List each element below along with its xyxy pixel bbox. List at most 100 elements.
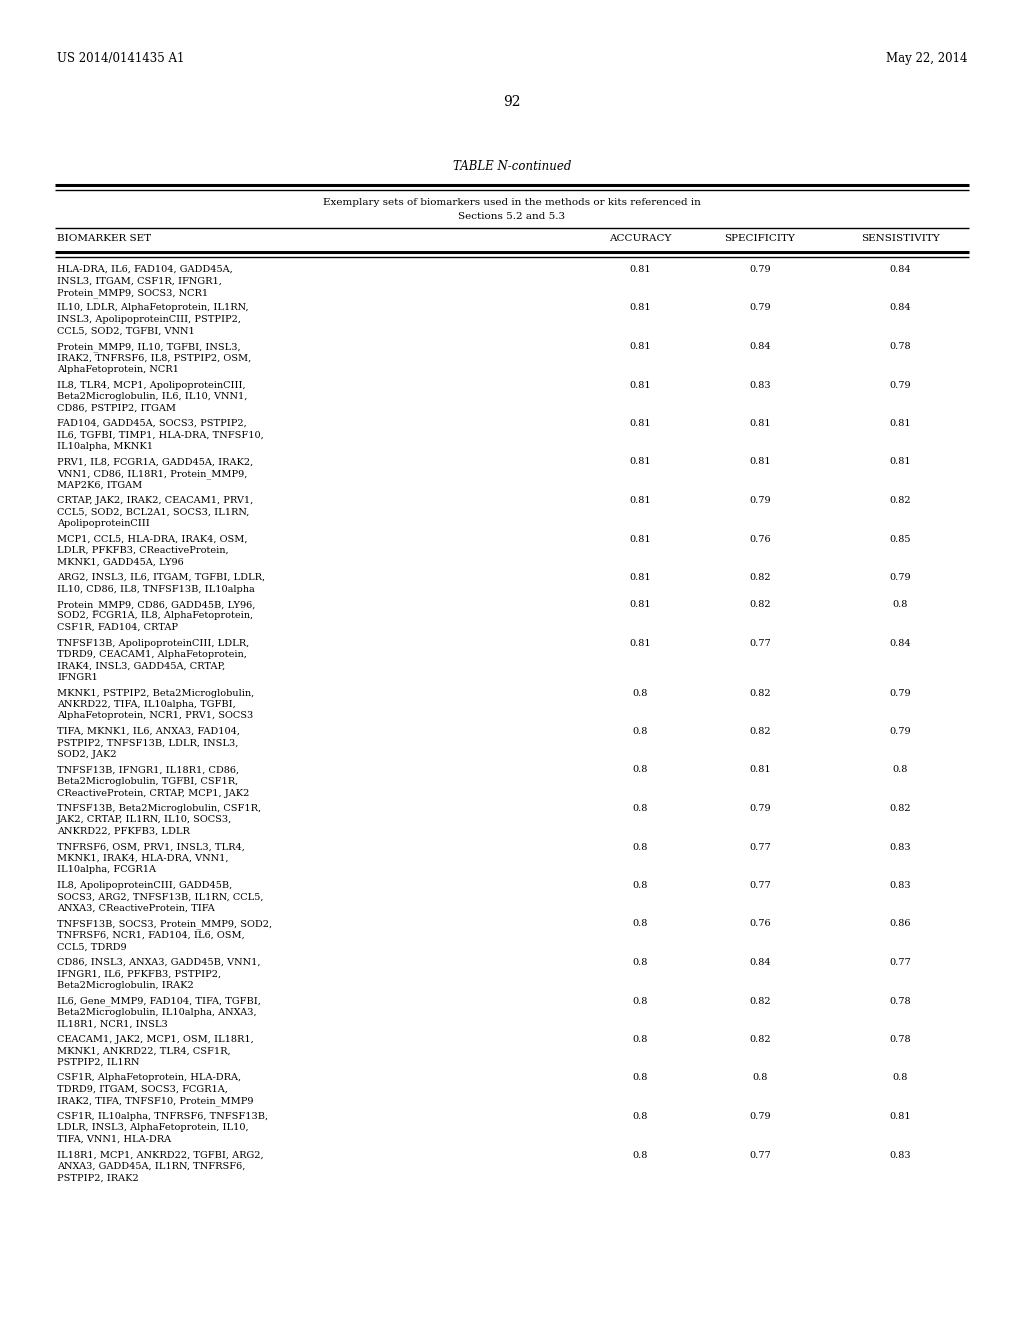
Text: 0.8: 0.8 xyxy=(632,804,648,813)
Text: CD86, INSL3, ANXA3, GADD45B, VNN1,: CD86, INSL3, ANXA3, GADD45B, VNN1, xyxy=(57,958,260,968)
Text: IL10, LDLR, AlphaFetoprotein, IL1RN,: IL10, LDLR, AlphaFetoprotein, IL1RN, xyxy=(57,304,249,313)
Text: JAK2, CRTAP, IL1RN, IL10, SOCS3,: JAK2, CRTAP, IL1RN, IL10, SOCS3, xyxy=(57,816,232,825)
Text: MKNK1, GADD45A, LY96: MKNK1, GADD45A, LY96 xyxy=(57,557,183,566)
Text: IFNGR1: IFNGR1 xyxy=(57,673,97,682)
Text: SOCS3, ARG2, TNFSF13B, IL1RN, CCL5,: SOCS3, ARG2, TNFSF13B, IL1RN, CCL5, xyxy=(57,892,263,902)
Text: 0.8: 0.8 xyxy=(632,766,648,775)
Text: SOD2, JAK2: SOD2, JAK2 xyxy=(57,750,117,759)
Text: Protein_MMP9, IL10, TGFBI, INSL3,: Protein_MMP9, IL10, TGFBI, INSL3, xyxy=(57,342,241,351)
Text: CD86, PSTPIP2, ITGAM: CD86, PSTPIP2, ITGAM xyxy=(57,404,176,412)
Text: ApolipoproteinCIII: ApolipoproteinCIII xyxy=(57,519,150,528)
Text: 0.8: 0.8 xyxy=(892,1073,907,1082)
Text: TNFSF13B, SOCS3, Protein_MMP9, SOD2,: TNFSF13B, SOCS3, Protein_MMP9, SOD2, xyxy=(57,920,272,929)
Text: 0.82: 0.82 xyxy=(750,689,771,697)
Text: MKNK1, PSTPIP2, Beta2Microglobulin,: MKNK1, PSTPIP2, Beta2Microglobulin, xyxy=(57,689,254,697)
Text: 0.82: 0.82 xyxy=(750,601,771,609)
Text: ANKRD22, TIFA, IL10alpha, TGFBI,: ANKRD22, TIFA, IL10alpha, TGFBI, xyxy=(57,700,236,709)
Text: Beta2Microglobulin, IRAK2: Beta2Microglobulin, IRAK2 xyxy=(57,981,194,990)
Text: AlphaFetoprotein, NCR1: AlphaFetoprotein, NCR1 xyxy=(57,366,179,374)
Text: Beta2Microglobulin, TGFBI, CSF1R,: Beta2Microglobulin, TGFBI, CSF1R, xyxy=(57,777,239,785)
Text: 0.8: 0.8 xyxy=(632,1073,648,1082)
Text: PSTPIP2, TNFSF13B, LDLR, INSL3,: PSTPIP2, TNFSF13B, LDLR, INSL3, xyxy=(57,738,239,747)
Text: 0.81: 0.81 xyxy=(750,458,771,466)
Text: CSF1R, AlphaFetoprotein, HLA-DRA,: CSF1R, AlphaFetoprotein, HLA-DRA, xyxy=(57,1073,241,1082)
Text: IL10alpha, FCGR1A: IL10alpha, FCGR1A xyxy=(57,866,156,874)
Text: IL18R1, MCP1, ANKRD22, TGFBI, ARG2,: IL18R1, MCP1, ANKRD22, TGFBI, ARG2, xyxy=(57,1151,263,1159)
Text: 0.76: 0.76 xyxy=(750,920,771,928)
Text: 0.82: 0.82 xyxy=(750,573,771,582)
Text: CSF1R, FAD104, CRTAP: CSF1R, FAD104, CRTAP xyxy=(57,623,178,632)
Text: 0.81: 0.81 xyxy=(629,535,651,544)
Text: IL6, TGFBI, TIMP1, HLA-DRA, TNFSF10,: IL6, TGFBI, TIMP1, HLA-DRA, TNFSF10, xyxy=(57,430,264,440)
Text: 0.84: 0.84 xyxy=(889,304,910,313)
Text: 0.79: 0.79 xyxy=(889,380,910,389)
Text: FAD104, GADD45A, SOCS3, PSTPIP2,: FAD104, GADD45A, SOCS3, PSTPIP2, xyxy=(57,418,247,428)
Text: INSL3, ITGAM, CSF1R, IFNGR1,: INSL3, ITGAM, CSF1R, IFNGR1, xyxy=(57,276,222,285)
Text: BIOMARKER SET: BIOMARKER SET xyxy=(57,234,152,243)
Text: 0.83: 0.83 xyxy=(750,380,771,389)
Text: CCL5, TDRD9: CCL5, TDRD9 xyxy=(57,942,127,952)
Text: TABLE N-continued: TABLE N-continued xyxy=(453,160,571,173)
Text: TDRD9, CEACAM1, AlphaFetoprotein,: TDRD9, CEACAM1, AlphaFetoprotein, xyxy=(57,649,247,659)
Text: 0.81: 0.81 xyxy=(629,418,651,428)
Text: CReactiveProtein, CRTAP, MCP1, JAK2: CReactiveProtein, CRTAP, MCP1, JAK2 xyxy=(57,788,250,797)
Text: Beta2Microglobulin, IL10alpha, ANXA3,: Beta2Microglobulin, IL10alpha, ANXA3, xyxy=(57,1008,257,1016)
Text: IRAK4, INSL3, GADD45A, CRTAP,: IRAK4, INSL3, GADD45A, CRTAP, xyxy=(57,661,225,671)
Text: MKNK1, ANKRD22, TLR4, CSF1R,: MKNK1, ANKRD22, TLR4, CSF1R, xyxy=(57,1047,230,1056)
Text: 0.77: 0.77 xyxy=(889,958,911,968)
Text: 0.84: 0.84 xyxy=(750,958,771,968)
Text: AlphaFetoprotein, NCR1, PRV1, SOCS3: AlphaFetoprotein, NCR1, PRV1, SOCS3 xyxy=(57,711,253,721)
Text: 0.82: 0.82 xyxy=(750,997,771,1006)
Text: 0.82: 0.82 xyxy=(889,496,910,506)
Text: Protein_MMP9, SOCS3, NCR1: Protein_MMP9, SOCS3, NCR1 xyxy=(57,288,208,298)
Text: ANKRD22, PFKFB3, LDLR: ANKRD22, PFKFB3, LDLR xyxy=(57,828,189,836)
Text: 0.77: 0.77 xyxy=(750,880,771,890)
Text: 0.77: 0.77 xyxy=(750,639,771,648)
Text: 0.82: 0.82 xyxy=(750,1035,771,1044)
Text: 0.8: 0.8 xyxy=(632,689,648,697)
Text: IRAK2, TIFA, TNFSF10, Protein_MMP9: IRAK2, TIFA, TNFSF10, Protein_MMP9 xyxy=(57,1097,254,1106)
Text: TNFRSF6, OSM, PRV1, INSL3, TLR4,: TNFRSF6, OSM, PRV1, INSL3, TLR4, xyxy=(57,842,245,851)
Text: ANXA3, GADD45A, IL1RN, TNFRSF6,: ANXA3, GADD45A, IL1RN, TNFRSF6, xyxy=(57,1162,246,1171)
Text: 0.81: 0.81 xyxy=(629,265,651,275)
Text: HLA-DRA, IL6, FAD104, GADD45A,: HLA-DRA, IL6, FAD104, GADD45A, xyxy=(57,265,232,275)
Text: TNFSF13B, ApolipoproteinCIII, LDLR,: TNFSF13B, ApolipoproteinCIII, LDLR, xyxy=(57,639,249,648)
Text: 0.81: 0.81 xyxy=(629,639,651,648)
Text: IRAK2, TNFRSF6, IL8, PSTPIP2, OSM,: IRAK2, TNFRSF6, IL8, PSTPIP2, OSM, xyxy=(57,354,251,363)
Text: 0.79: 0.79 xyxy=(750,265,771,275)
Text: 0.79: 0.79 xyxy=(889,689,910,697)
Text: TIFA, VNN1, HLA-DRA: TIFA, VNN1, HLA-DRA xyxy=(57,1135,171,1144)
Text: CCL5, SOD2, BCL2A1, SOCS3, IL1RN,: CCL5, SOD2, BCL2A1, SOCS3, IL1RN, xyxy=(57,507,250,516)
Text: 0.84: 0.84 xyxy=(889,639,910,648)
Text: IFNGR1, IL6, PFKFB3, PSTPIP2,: IFNGR1, IL6, PFKFB3, PSTPIP2, xyxy=(57,969,221,978)
Text: 0.79: 0.79 xyxy=(750,496,771,506)
Text: 0.81: 0.81 xyxy=(629,458,651,466)
Text: IL8, TLR4, MCP1, ApolipoproteinCIII,: IL8, TLR4, MCP1, ApolipoproteinCIII, xyxy=(57,380,246,389)
Text: 0.8: 0.8 xyxy=(892,601,907,609)
Text: PRV1, IL8, FCGR1A, GADD45A, IRAK2,: PRV1, IL8, FCGR1A, GADD45A, IRAK2, xyxy=(57,458,253,466)
Text: IL8, ApolipoproteinCIII, GADD45B,: IL8, ApolipoproteinCIII, GADD45B, xyxy=(57,880,232,890)
Text: 0.8: 0.8 xyxy=(632,920,648,928)
Text: TNFSF13B, IFNGR1, IL18R1, CD86,: TNFSF13B, IFNGR1, IL18R1, CD86, xyxy=(57,766,240,775)
Text: LDLR, INSL3, AlphaFetoprotein, IL10,: LDLR, INSL3, AlphaFetoprotein, IL10, xyxy=(57,1123,249,1133)
Text: 0.81: 0.81 xyxy=(889,1111,910,1121)
Text: 0.8: 0.8 xyxy=(632,1111,648,1121)
Text: TNFSF13B, Beta2Microglobulin, CSF1R,: TNFSF13B, Beta2Microglobulin, CSF1R, xyxy=(57,804,261,813)
Text: IL10, CD86, IL8, TNFSF13B, IL10alpha: IL10, CD86, IL8, TNFSF13B, IL10alpha xyxy=(57,585,255,594)
Text: Beta2Microglobulin, IL6, IL10, VNN1,: Beta2Microglobulin, IL6, IL10, VNN1, xyxy=(57,392,248,401)
Text: 0.81: 0.81 xyxy=(889,418,910,428)
Text: 0.79: 0.79 xyxy=(750,304,771,313)
Text: 0.84: 0.84 xyxy=(889,265,910,275)
Text: 0.83: 0.83 xyxy=(889,1151,910,1159)
Text: 92: 92 xyxy=(503,95,521,110)
Text: Sections 5.2 and 5.3: Sections 5.2 and 5.3 xyxy=(459,213,565,220)
Text: IL6, Gene_MMP9, FAD104, TIFA, TGFBI,: IL6, Gene_MMP9, FAD104, TIFA, TGFBI, xyxy=(57,997,261,1006)
Text: 0.77: 0.77 xyxy=(750,842,771,851)
Text: 0.79: 0.79 xyxy=(750,1111,771,1121)
Text: Protein_MMP9, CD86, GADD45B, LY96,: Protein_MMP9, CD86, GADD45B, LY96, xyxy=(57,601,255,610)
Text: May 22, 2014: May 22, 2014 xyxy=(886,51,967,65)
Text: 0.79: 0.79 xyxy=(889,573,910,582)
Text: 0.77: 0.77 xyxy=(750,1151,771,1159)
Text: 0.8: 0.8 xyxy=(632,997,648,1006)
Text: 0.83: 0.83 xyxy=(889,842,910,851)
